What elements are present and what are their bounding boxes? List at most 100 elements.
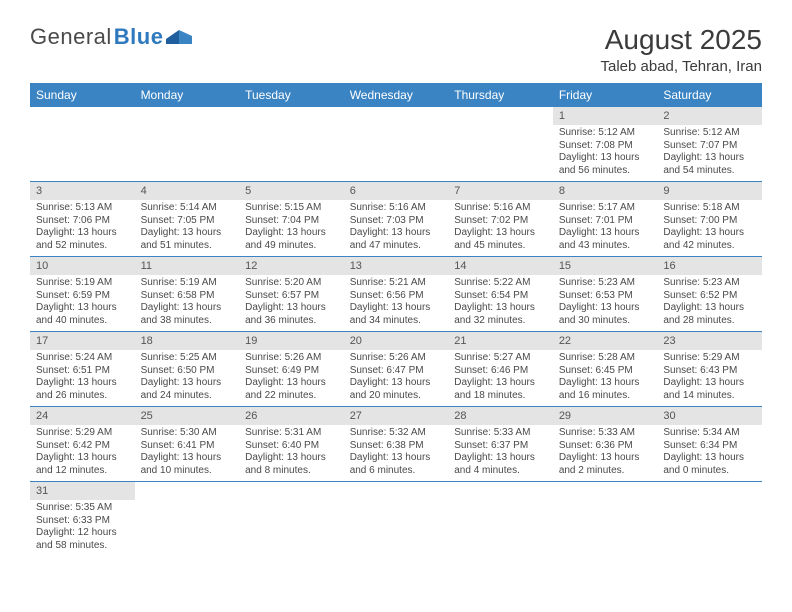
sunrise-text: Sunrise: 5:29 AM — [663, 352, 756, 365]
day-number: 18 — [135, 332, 240, 350]
day-details: Sunrise: 5:16 AMSunset: 7:03 PMDaylight:… — [344, 200, 449, 256]
sunrise-text: Sunrise: 5:20 AM — [245, 277, 338, 290]
daylight-text: Daylight: 13 hours and 30 minutes. — [559, 302, 652, 327]
day-number: 9 — [657, 182, 762, 200]
day-details: Sunrise: 5:30 AMSunset: 6:41 PMDaylight:… — [135, 425, 240, 481]
day-number: 22 — [553, 332, 658, 350]
sunrise-text: Sunrise: 5:23 AM — [559, 277, 652, 290]
sunset-text: Sunset: 6:50 PM — [141, 365, 234, 378]
day-number — [135, 107, 240, 125]
day-details: Sunrise: 5:16 AMSunset: 7:02 PMDaylight:… — [448, 200, 553, 256]
daylight-text: Daylight: 13 hours and 8 minutes. — [245, 452, 338, 477]
day-number — [657, 482, 762, 500]
calendar-cell: 23Sunrise: 5:29 AMSunset: 6:43 PMDayligh… — [657, 332, 762, 407]
daylight-text: Daylight: 13 hours and 51 minutes. — [141, 227, 234, 252]
day-details: Sunrise: 5:14 AMSunset: 7:05 PMDaylight:… — [135, 200, 240, 256]
daylight-text: Daylight: 13 hours and 34 minutes. — [350, 302, 443, 327]
day-number: 16 — [657, 257, 762, 275]
calendar-cell: 30Sunrise: 5:34 AMSunset: 6:34 PMDayligh… — [657, 407, 762, 482]
sunset-text: Sunset: 7:07 PM — [663, 140, 756, 153]
weekday-header: Friday — [553, 83, 658, 107]
calendar-cell — [135, 482, 240, 557]
day-number: 28 — [448, 407, 553, 425]
weekday-header: Monday — [135, 83, 240, 107]
sunset-text: Sunset: 7:02 PM — [454, 215, 547, 228]
day-number — [553, 482, 658, 500]
day-number — [30, 107, 135, 125]
weekday-header: Sunday — [30, 83, 135, 107]
day-details: Sunrise: 5:33 AMSunset: 6:37 PMDaylight:… — [448, 425, 553, 481]
day-details: Sunrise: 5:15 AMSunset: 7:04 PMDaylight:… — [239, 200, 344, 256]
day-number — [344, 482, 449, 500]
day-details: Sunrise: 5:21 AMSunset: 6:56 PMDaylight:… — [344, 275, 449, 331]
day-number: 31 — [30, 482, 135, 500]
sunrise-text: Sunrise: 5:12 AM — [559, 127, 652, 140]
calendar-cell: 12Sunrise: 5:20 AMSunset: 6:57 PMDayligh… — [239, 257, 344, 332]
calendar-week-row: 3Sunrise: 5:13 AMSunset: 7:06 PMDaylight… — [30, 182, 762, 257]
calendar-week-row: 17Sunrise: 5:24 AMSunset: 6:51 PMDayligh… — [30, 332, 762, 407]
weekday-header: Tuesday — [239, 83, 344, 107]
calendar-cell: 4Sunrise: 5:14 AMSunset: 7:05 PMDaylight… — [135, 182, 240, 257]
calendar-cell: 17Sunrise: 5:24 AMSunset: 6:51 PMDayligh… — [30, 332, 135, 407]
sunset-text: Sunset: 6:49 PM — [245, 365, 338, 378]
sunset-text: Sunset: 6:58 PM — [141, 290, 234, 303]
calendar-cell: 2Sunrise: 5:12 AMSunset: 7:07 PMDaylight… — [657, 107, 762, 182]
day-details: Sunrise: 5:22 AMSunset: 6:54 PMDaylight:… — [448, 275, 553, 331]
day-details: Sunrise: 5:31 AMSunset: 6:40 PMDaylight:… — [239, 425, 344, 481]
sunrise-text: Sunrise: 5:35 AM — [36, 502, 129, 515]
calendar-cell: 1Sunrise: 5:12 AMSunset: 7:08 PMDaylight… — [553, 107, 658, 182]
calendar-cell: 8Sunrise: 5:17 AMSunset: 7:01 PMDaylight… — [553, 182, 658, 257]
daylight-text: Daylight: 13 hours and 16 minutes. — [559, 377, 652, 402]
day-number: 6 — [344, 182, 449, 200]
location-label: Taleb abad, Tehran, Iran — [600, 58, 762, 75]
day-details: Sunrise: 5:17 AMSunset: 7:01 PMDaylight:… — [553, 200, 658, 256]
daylight-text: Daylight: 13 hours and 40 minutes. — [36, 302, 129, 327]
day-number: 2 — [657, 107, 762, 125]
day-details: Sunrise: 5:13 AMSunset: 7:06 PMDaylight:… — [30, 200, 135, 256]
sunrise-text: Sunrise: 5:16 AM — [454, 202, 547, 215]
sunrise-text: Sunrise: 5:14 AM — [141, 202, 234, 215]
brand-part2: Blue — [114, 24, 164, 50]
daylight-text: Daylight: 13 hours and 43 minutes. — [559, 227, 652, 252]
calendar-cell — [239, 482, 344, 557]
day-number: 29 — [553, 407, 658, 425]
daylight-text: Daylight: 13 hours and 28 minutes. — [663, 302, 756, 327]
sunset-text: Sunset: 6:36 PM — [559, 440, 652, 453]
weekday-header: Thursday — [448, 83, 553, 107]
daylight-text: Daylight: 13 hours and 56 minutes. — [559, 152, 652, 177]
daylight-text: Daylight: 13 hours and 47 minutes. — [350, 227, 443, 252]
sunrise-text: Sunrise: 5:29 AM — [36, 427, 129, 440]
calendar-cell: 15Sunrise: 5:23 AMSunset: 6:53 PMDayligh… — [553, 257, 658, 332]
sunset-text: Sunset: 6:34 PM — [663, 440, 756, 453]
calendar-cell: 28Sunrise: 5:33 AMSunset: 6:37 PMDayligh… — [448, 407, 553, 482]
day-number: 25 — [135, 407, 240, 425]
day-details: Sunrise: 5:12 AMSunset: 7:08 PMDaylight:… — [553, 125, 658, 181]
daylight-text: Daylight: 13 hours and 52 minutes. — [36, 227, 129, 252]
day-number — [448, 107, 553, 125]
sunrise-text: Sunrise: 5:23 AM — [663, 277, 756, 290]
sunset-text: Sunset: 6:45 PM — [559, 365, 652, 378]
day-number — [135, 482, 240, 500]
sunrise-text: Sunrise: 5:21 AM — [350, 277, 443, 290]
day-details: Sunrise: 5:23 AMSunset: 6:52 PMDaylight:… — [657, 275, 762, 331]
sunrise-text: Sunrise: 5:19 AM — [36, 277, 129, 290]
weekday-header-row: Sunday Monday Tuesday Wednesday Thursday… — [30, 83, 762, 107]
calendar-cell: 26Sunrise: 5:31 AMSunset: 6:40 PMDayligh… — [239, 407, 344, 482]
calendar-cell — [657, 482, 762, 557]
day-details: Sunrise: 5:20 AMSunset: 6:57 PMDaylight:… — [239, 275, 344, 331]
day-number — [448, 482, 553, 500]
sunset-text: Sunset: 6:56 PM — [350, 290, 443, 303]
sunset-text: Sunset: 6:41 PM — [141, 440, 234, 453]
sunrise-text: Sunrise: 5:24 AM — [36, 352, 129, 365]
daylight-text: Daylight: 13 hours and 54 minutes. — [663, 152, 756, 177]
sunrise-text: Sunrise: 5:28 AM — [559, 352, 652, 365]
sunset-text: Sunset: 7:06 PM — [36, 215, 129, 228]
day-number: 11 — [135, 257, 240, 275]
calendar-cell: 19Sunrise: 5:26 AMSunset: 6:49 PMDayligh… — [239, 332, 344, 407]
daylight-text: Daylight: 13 hours and 42 minutes. — [663, 227, 756, 252]
day-number — [239, 482, 344, 500]
sunrise-text: Sunrise: 5:15 AM — [245, 202, 338, 215]
sunset-text: Sunset: 6:33 PM — [36, 515, 129, 528]
sunrise-text: Sunrise: 5:17 AM — [559, 202, 652, 215]
calendar-cell — [239, 107, 344, 182]
